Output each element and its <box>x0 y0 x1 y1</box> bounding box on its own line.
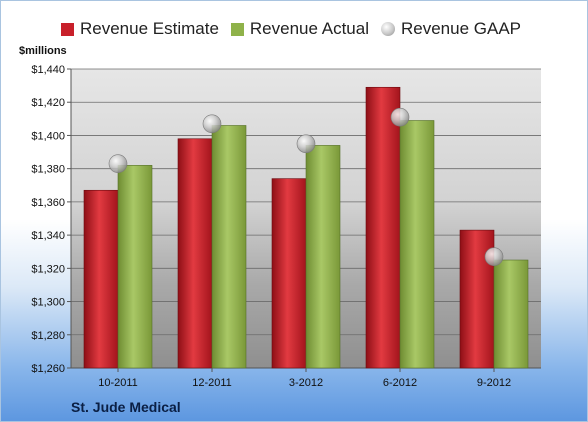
bar-revenue-estimate <box>271 178 307 369</box>
legend-swatch-gaap <box>381 22 395 36</box>
legend-item-revenue-actual: Revenue Actual <box>230 19 369 39</box>
legend-item-revenue-gaap: Revenue GAAP <box>381 19 521 39</box>
marker-revenue-gaap <box>202 114 222 134</box>
bar-revenue-estimate <box>177 138 213 369</box>
legend-swatch-actual <box>230 22 244 36</box>
company-name: St. Jude Medical <box>71 399 181 415</box>
y-tick-label: $1,360 <box>31 197 65 209</box>
y-tick-label: $1,420 <box>31 97 65 109</box>
bar-revenue-actual <box>305 145 341 369</box>
legend-label-actual: Revenue Actual <box>249 19 369 38</box>
y-tick-label: $1,380 <box>31 164 65 176</box>
y-tick-label: $1,340 <box>31 230 65 242</box>
bar-revenue-actual <box>117 165 153 369</box>
legend-item-revenue-estimate: Revenue Estimate <box>61 19 219 39</box>
legend-label-estimate: Revenue Estimate <box>80 19 219 38</box>
y-tick-label: $1,280 <box>31 330 65 342</box>
x-tick-label: 10-2011 <box>98 377 138 389</box>
x-tick-label: 12-2011 <box>192 377 232 389</box>
bar-revenue-actual <box>493 259 529 369</box>
bar-revenue-actual <box>211 125 247 369</box>
y-tick-label: $1,300 <box>31 297 65 309</box>
marker-revenue-gaap <box>390 107 410 127</box>
x-tick-label: 3-2012 <box>289 377 323 389</box>
y-tick-label: $1,400 <box>31 130 65 142</box>
bar-revenue-actual <box>399 120 435 369</box>
y-tick-label: $1,260 <box>31 363 65 375</box>
marker-revenue-gaap <box>296 134 316 154</box>
legend-label-gaap: Revenue GAAP <box>401 19 522 38</box>
x-tick-label: 6-2012 <box>383 377 417 389</box>
marker-revenue-gaap <box>484 247 504 267</box>
legend-swatch-estimate <box>61 22 74 36</box>
y-tick-label: $1,320 <box>31 263 65 275</box>
marker-revenue-gaap <box>108 154 128 173</box>
y-tick-label: $1,440 <box>31 64 65 76</box>
bar-revenue-estimate <box>365 86 401 369</box>
y-axis-unit-label: $millions <box>19 45 67 57</box>
chart-legend: Revenue Estimate Revenue Actual Revenue … <box>61 17 521 41</box>
bar-revenue-estimate <box>83 189 119 369</box>
x-tick-label: 9-2012 <box>477 377 511 389</box>
